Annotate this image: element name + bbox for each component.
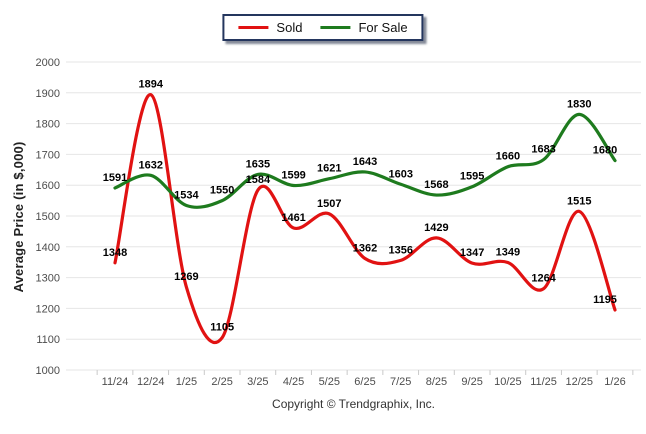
svg-text:1515: 1515 — [567, 195, 591, 207]
svg-text:1550: 1550 — [210, 185, 234, 197]
svg-text:9/25: 9/25 — [461, 376, 482, 388]
legend-item-for-sale: For Sale — [320, 20, 408, 35]
legend-label-for-sale: For Sale — [358, 20, 408, 35]
svg-text:12/25: 12/25 — [566, 376, 594, 388]
svg-text:12/24: 12/24 — [137, 376, 165, 388]
svg-text:1195: 1195 — [593, 294, 617, 306]
svg-text:1200: 1200 — [36, 303, 60, 315]
svg-text:1105: 1105 — [210, 322, 234, 334]
svg-text:5/25: 5/25 — [319, 376, 340, 388]
svg-text:1/25: 1/25 — [176, 376, 197, 388]
svg-text:1507: 1507 — [317, 198, 341, 210]
svg-text:1300: 1300 — [36, 273, 60, 285]
svg-text:1660: 1660 — [496, 151, 520, 163]
legend-label-sold: Sold — [276, 20, 303, 35]
svg-text:3/25: 3/25 — [247, 376, 268, 388]
svg-text:1400: 1400 — [36, 242, 60, 254]
svg-text:1635: 1635 — [246, 158, 270, 170]
for-sale-line-swatch-icon — [320, 26, 351, 29]
legend-item-sold: Sold — [238, 20, 302, 35]
copyright-text: Copyright © Trendgraphix, Inc. — [272, 397, 435, 411]
svg-text:11/24: 11/24 — [102, 376, 129, 388]
svg-text:1600: 1600 — [36, 180, 60, 192]
svg-text:1680: 1680 — [593, 145, 617, 157]
svg-text:1264: 1264 — [531, 273, 556, 285]
svg-text:1900: 1900 — [36, 88, 60, 100]
svg-text:1643: 1643 — [353, 156, 377, 168]
svg-text:1632: 1632 — [138, 159, 162, 171]
svg-text:1362: 1362 — [353, 243, 377, 255]
svg-text:1700: 1700 — [36, 149, 60, 161]
svg-text:1000: 1000 — [36, 365, 60, 377]
svg-text:1568: 1568 — [424, 179, 448, 191]
svg-text:11/25: 11/25 — [530, 376, 557, 388]
svg-text:1603: 1603 — [388, 168, 412, 180]
svg-text:1595: 1595 — [460, 171, 484, 183]
svg-text:4/25: 4/25 — [283, 376, 304, 388]
svg-text:1599: 1599 — [281, 170, 305, 182]
svg-text:2000: 2000 — [36, 57, 60, 69]
svg-text:1534: 1534 — [174, 190, 199, 202]
svg-text:1830: 1830 — [567, 98, 591, 110]
svg-text:1584: 1584 — [246, 174, 271, 186]
svg-text:2/25: 2/25 — [211, 376, 232, 388]
legend: Sold For Sale — [222, 14, 424, 41]
svg-text:1429: 1429 — [424, 222, 448, 234]
svg-text:1621: 1621 — [317, 163, 341, 175]
svg-text:1349: 1349 — [496, 247, 520, 259]
svg-text:1348: 1348 — [103, 247, 127, 259]
svg-text:1356: 1356 — [388, 244, 412, 256]
svg-text:1500: 1500 — [36, 211, 60, 223]
svg-text:1894: 1894 — [138, 79, 163, 91]
svg-text:1461: 1461 — [281, 212, 305, 224]
svg-text:1100: 1100 — [36, 334, 60, 346]
svg-text:10/25: 10/25 — [494, 376, 522, 388]
svg-text:1269: 1269 — [174, 271, 198, 283]
svg-text:8/25: 8/25 — [426, 376, 447, 388]
sold-line-swatch-icon — [238, 26, 269, 29]
svg-text:1/26: 1/26 — [604, 376, 625, 388]
svg-text:7/25: 7/25 — [390, 376, 411, 388]
svg-text:1800: 1800 — [36, 119, 60, 131]
svg-text:1347: 1347 — [460, 247, 484, 259]
svg-text:1591: 1591 — [103, 172, 127, 184]
svg-text:6/25: 6/25 — [354, 376, 375, 388]
svg-text:1683: 1683 — [531, 144, 555, 156]
